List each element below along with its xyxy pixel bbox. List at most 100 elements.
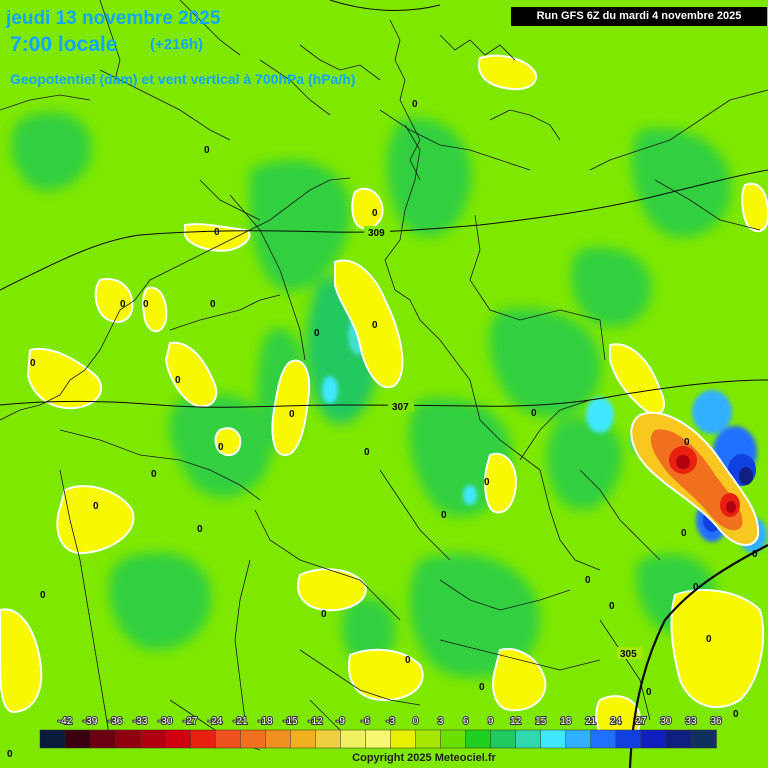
- zero-label: 0: [204, 145, 210, 156]
- legend-swatch: [690, 729, 717, 749]
- legend-tick: 18: [560, 716, 572, 727]
- zero-label: 0: [197, 524, 203, 535]
- isohypse-305-line: [628, 544, 768, 768]
- legend-swatch: [340, 729, 367, 749]
- zero-label: 0: [585, 575, 591, 586]
- legend-swatch: [139, 729, 166, 749]
- zero-label: 0: [405, 655, 411, 666]
- legend-tick: 15: [535, 716, 547, 727]
- legend-tick: -6: [361, 716, 370, 727]
- zero-label: 0: [693, 582, 699, 593]
- legend-tick: -36: [108, 716, 123, 727]
- forecast-date: jeudi 13 novembre 2025: [6, 8, 221, 29]
- legend-swatch: [515, 729, 542, 749]
- zero-label: 0: [706, 634, 712, 645]
- legend-tick: -33: [133, 716, 148, 727]
- legend-swatch: [665, 729, 692, 749]
- legend-tick: -9: [336, 716, 345, 727]
- zero-label: 0: [7, 749, 13, 760]
- zero-label: 0: [733, 709, 739, 720]
- legend-tick: 3: [438, 716, 444, 727]
- legend-tick: -27: [183, 716, 198, 727]
- legend-swatch: [315, 729, 342, 749]
- zero-label: 0: [218, 442, 224, 453]
- legend-swatch: [290, 729, 317, 749]
- zero-label: 0: [143, 299, 149, 310]
- legend-tick: -3: [386, 716, 395, 727]
- legend-tick: 36: [710, 716, 722, 727]
- isohypse-north-line: [329, 0, 441, 11]
- forecast-time: 7:00 locale: [10, 33, 118, 56]
- isohypse-labels: 309 307 305: [364, 226, 643, 660]
- red-field-areas: [630, 411, 760, 546]
- zero-label: 0: [93, 501, 99, 512]
- isohypse-label-307: 307: [392, 402, 409, 413]
- zero-label: 0: [214, 227, 220, 238]
- run-info: Run GFS 6Z du mardi 4 novembre 2025: [511, 7, 767, 26]
- legend-swatch: [89, 729, 116, 749]
- legend-swatch: [64, 729, 91, 749]
- forecast-lead: (+216h): [150, 36, 203, 53]
- zero-label: 0: [372, 320, 378, 331]
- legend-swatch: [490, 729, 517, 749]
- zero-label: 0: [684, 437, 690, 448]
- legend-tick: 21: [585, 716, 597, 727]
- legend-tick: 30: [660, 716, 672, 727]
- zero-label: 0: [151, 469, 157, 480]
- legend-tick: 24: [610, 716, 622, 727]
- legend-swatch: [114, 729, 141, 749]
- coastlines: [0, 0, 768, 421]
- legend-swatch: [390, 729, 417, 749]
- zero-label: 0: [40, 590, 46, 601]
- legend-tick: 9: [488, 716, 494, 727]
- legend-swatch: [240, 729, 267, 749]
- zero-label: 0: [120, 299, 126, 310]
- legend-swatch: [640, 729, 667, 749]
- isohypse-label-bg: [364, 226, 390, 238]
- legend-tick: -18: [258, 716, 273, 727]
- legend-tick: -15: [283, 716, 298, 727]
- legend-color-bar: [39, 729, 717, 749]
- zero-label: 0: [646, 687, 652, 698]
- legend-swatch: [39, 729, 66, 749]
- green-field-areas: [10, 112, 732, 678]
- legend-swatch: [590, 729, 617, 749]
- zero-label: 0: [289, 409, 295, 420]
- isohypse-label-305: 305: [620, 649, 637, 660]
- zero-label: 0: [412, 99, 418, 110]
- zero-label: 0: [210, 299, 216, 310]
- legend-swatch: [164, 729, 191, 749]
- legend-swatch: [189, 729, 217, 749]
- zero-label: 0: [479, 682, 485, 693]
- zero-label: 0: [681, 528, 687, 539]
- zero-label: 0: [752, 549, 758, 560]
- legend-tick: 0: [413, 716, 419, 727]
- legend-swatch: [415, 729, 442, 749]
- legend-tick: 33: [685, 716, 697, 727]
- zero-label: 0: [314, 328, 320, 339]
- isohypse-label-309: 309: [368, 228, 385, 239]
- legend-swatch: [565, 729, 592, 749]
- legend-tick-labels: -42 -39 -36 -33 -30 -27 -24 -21 -18 -15 -12 -9 -6 -3 0…: [57, 715, 723, 728]
- legend-swatch: [615, 729, 642, 749]
- legend-swatch: [540, 729, 567, 749]
- zero-label: 0: [531, 408, 537, 419]
- legend-tick: -24: [208, 716, 223, 727]
- legend-swatch: [365, 729, 392, 749]
- zero-label: 0: [609, 601, 615, 612]
- legend-tick: 27: [635, 716, 647, 727]
- legend-tick: -39: [83, 716, 98, 727]
- isohypse-label-bg: [388, 400, 414, 412]
- zero-label: 0: [441, 510, 447, 521]
- legend-tick: -30: [158, 716, 173, 727]
- legend-tick: -21: [233, 716, 248, 727]
- legend-swatch: [440, 729, 467, 749]
- legend-tick: 12: [510, 716, 522, 727]
- zero-label: 0: [30, 358, 36, 369]
- zero-label: 0: [372, 208, 378, 219]
- legend-tick: -42: [58, 716, 73, 727]
- zero-contour-labels: 0 0 0 0 0 0 0 0 0 0 0 0 0 0 0 0 0 0 0 0 …: [7, 99, 758, 760]
- zero-label: 0: [321, 609, 327, 620]
